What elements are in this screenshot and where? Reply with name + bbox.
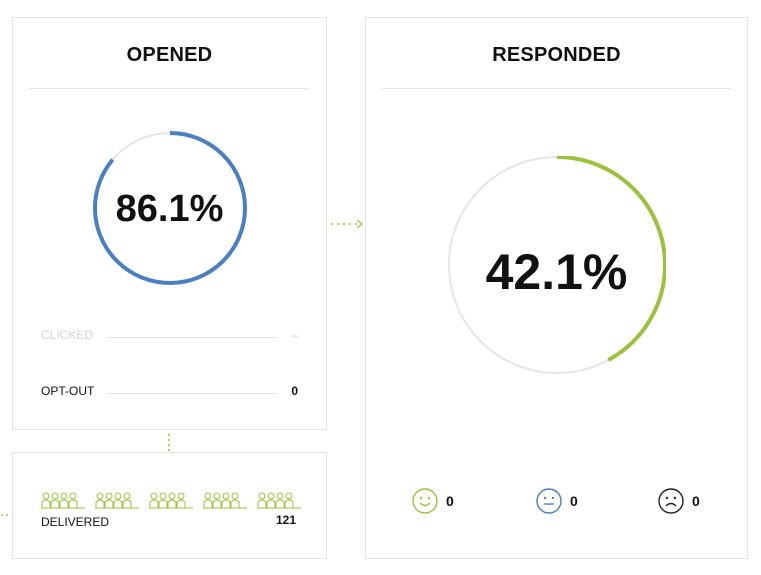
- metric-value: 0: [291, 384, 298, 398]
- delivered-count: 121: [275, 513, 296, 527]
- ring-progress-arc: [448, 156, 666, 374]
- connector-dots: [1, 514, 8, 516]
- metric-line: [107, 393, 276, 394]
- sentiment-sad: 0: [658, 488, 700, 514]
- metric-value: –: [291, 328, 298, 342]
- sentiment-count: 0: [446, 493, 454, 509]
- people-group-icon: [41, 491, 301, 509]
- sentiment-neutral: 0: [536, 488, 578, 514]
- happy-face-icon: [412, 488, 438, 514]
- sad-face-icon: [658, 488, 684, 514]
- metric-label: CLICKED: [41, 328, 94, 342]
- people-group-icon: [41, 492, 301, 509]
- metric-label: OPT-OUT: [41, 384, 95, 398]
- opened-title: OPENED: [126, 44, 213, 66]
- metric-row-clicked: CLICKED –: [41, 328, 298, 348]
- opened-progress-ring: [93, 131, 247, 285]
- sentiment-count: 0: [692, 493, 700, 509]
- delivered-card: DELIVERED 121: [12, 452, 327, 559]
- metric-line: [107, 337, 276, 338]
- ring-progress-arc: [93, 131, 247, 285]
- sentiment-happy: 0: [412, 488, 454, 514]
- neutral-face-icon: [536, 488, 562, 514]
- responded-progress-ring: [448, 156, 666, 374]
- metric-row-opt-out: OPT-OUT 0: [41, 384, 298, 404]
- connector-dots: [168, 434, 170, 451]
- responded-title: RESPONDED: [492, 44, 621, 66]
- responded-percent: 42.1%: [485, 244, 628, 300]
- opened-percent: 86.1%: [115, 188, 224, 230]
- divider: [382, 88, 731, 89]
- connector-arrow: [331, 219, 363, 229]
- delivered-label: DELIVERED: [41, 515, 110, 529]
- divider: [29, 88, 310, 89]
- sentiment-count: 0: [570, 493, 578, 509]
- responded-card: RESPONDED 42.1% 0 0 0: [365, 17, 748, 559]
- opened-card: OPENED 86.1% CLICKED – OPT-OUT 0: [12, 17, 327, 430]
